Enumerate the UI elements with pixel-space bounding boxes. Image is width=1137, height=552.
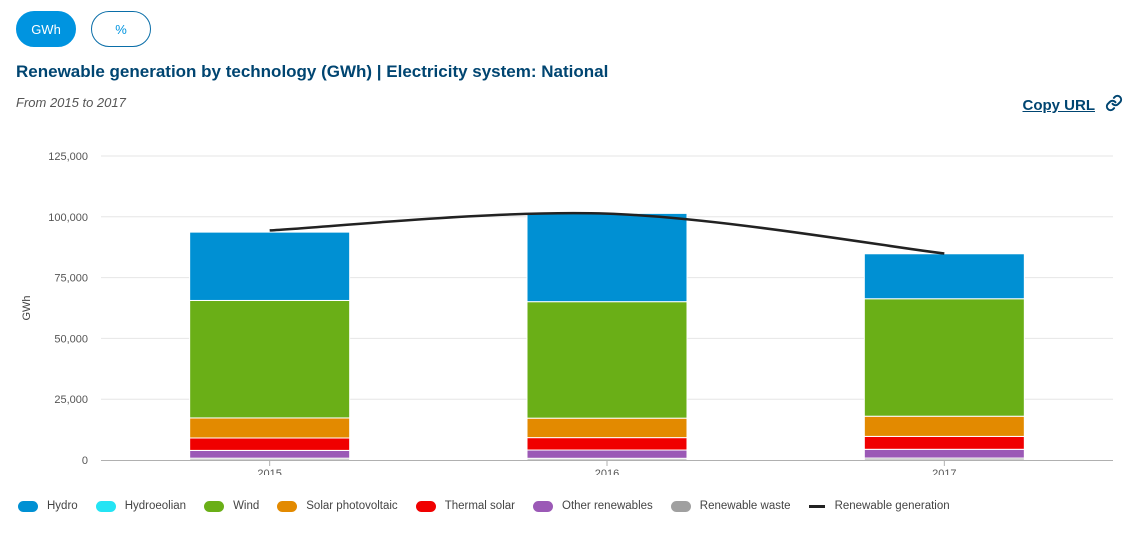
gwh-toggle-button[interactable]: GWh <box>16 11 76 47</box>
bar-segment-thermal-solar <box>189 437 351 451</box>
bar-segment-thermal-solar <box>526 437 688 451</box>
legend-item-renewable-generation[interactable]: Renewable generation <box>808 500 950 512</box>
legend-item-renewable-waste[interactable]: Renewable waste <box>670 500 791 512</box>
legend-label: Renewable generation <box>834 500 950 512</box>
legend-item-hydro[interactable]: Hydro <box>18 500 78 512</box>
bar-segment-wind <box>189 299 351 419</box>
copy-url-button[interactable]: Copy URL <box>1023 94 1124 117</box>
chart-subtitle: From 2015 to 2017 <box>16 95 126 110</box>
y-tick-label: 75,000 <box>54 273 88 285</box>
chart-title: Renewable generation by technology (GWh)… <box>16 62 609 81</box>
legend-swatch <box>808 504 825 508</box>
bar-segment-wind <box>863 298 1025 417</box>
y-tick-label: 0 <box>82 455 88 467</box>
legend-item-thermal-solar[interactable]: Thermal solar <box>415 500 515 512</box>
legend-swatch <box>95 500 116 512</box>
legend-label: Solar photovoltaic <box>306 500 398 512</box>
legend-label: Thermal solar <box>444 500 515 512</box>
unit-toggle-group: GWh % <box>16 11 151 47</box>
stacked-bar-chart: 0 25,000 50,000 75,000 100,000 125,000 GWh 2015… <box>21 151 1113 475</box>
y-tick-label: 25,000 <box>54 394 88 406</box>
bar-segment-wind <box>526 301 688 419</box>
link-icon[interactable] <box>1105 94 1123 117</box>
y-tick-label: 50,000 <box>54 333 88 345</box>
bar-segment-hydro <box>863 253 1025 300</box>
legend-item-solar-photovoltaic[interactable]: Solar photovoltaic <box>277 500 398 512</box>
legend-swatch <box>18 500 38 512</box>
legend-item-hydroeolian[interactable]: Hydroeolian <box>95 500 187 512</box>
x-tick-label: 2017 <box>932 468 956 475</box>
bar-segment-hydro <box>526 212 688 303</box>
legend-label: Hydroeolian <box>124 500 187 512</box>
copy-url-label[interactable]: Copy URL <box>1022 97 1096 114</box>
legend-swatch <box>415 500 436 512</box>
bar-segment-solar-photovoltaic <box>863 415 1025 437</box>
legend-label: Hydro <box>47 500 78 512</box>
legend-swatch <box>533 500 553 512</box>
bar-segment-solar-photovoltaic <box>526 417 688 439</box>
x-tick-label: 2015 <box>257 468 281 475</box>
legend-swatch <box>277 500 298 512</box>
chart-legend: Hydro Hydroeolian Wind Solar photovoltaic Th… <box>18 500 968 512</box>
renewable-generation-line <box>269 211 945 255</box>
legend-label: Wind <box>233 500 260 512</box>
y-axis-title: GWh <box>21 295 33 320</box>
legend-label: Renewable waste <box>699 500 791 512</box>
bar-segment-other-renewables <box>189 449 351 459</box>
legend-item-other-renewables[interactable]: Other renewables <box>533 500 653 512</box>
bar-segment-hydro <box>189 231 351 301</box>
legend-swatch <box>204 500 225 512</box>
y-tick-label: 100,000 <box>48 212 88 224</box>
bar-segment-thermal-solar <box>863 435 1025 450</box>
legend-swatch <box>670 500 691 512</box>
bar-segment-solar-photovoltaic <box>189 417 351 439</box>
y-tick-label: 125,000 <box>48 151 88 163</box>
bar-segment-other-renewables <box>526 449 688 459</box>
legend-item-wind[interactable]: Wind <box>204 500 259 512</box>
x-tick-label: 2016 <box>595 468 619 475</box>
legend-label: Other renewables <box>562 500 653 512</box>
percent-toggle-button[interactable]: % <box>91 11 151 47</box>
bar-segment-other-renewables <box>863 448 1025 459</box>
